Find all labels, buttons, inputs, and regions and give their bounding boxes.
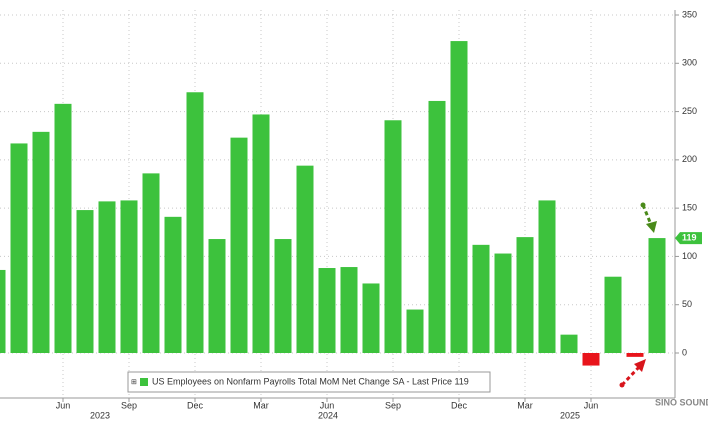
x-tick-label: Jun	[320, 400, 335, 410]
bar	[252, 114, 270, 354]
red-arrow	[620, 364, 642, 387]
bar	[516, 237, 534, 353]
x-tick-label: Jun	[56, 400, 71, 410]
bar	[340, 267, 358, 353]
watermark: SINO SOUND	[655, 397, 708, 407]
y-tick-label: 0	[682, 347, 687, 357]
bar	[10, 143, 28, 353]
bar	[406, 309, 424, 353]
legend-swatch	[140, 378, 148, 386]
plot: 0 50 100 150 200 250 300 350 Jun Sep Dec Mar Jun Sep D…	[0, 9, 702, 420]
legend-box	[127, 371, 491, 393]
bar	[560, 334, 578, 353]
green-arrow	[641, 204, 654, 228]
green-arrow-dot	[640, 202, 646, 208]
bar	[318, 268, 336, 353]
legend-label: US Employees on Nonfarm Payrolls Total M…	[152, 376, 469, 386]
x-tick-label: Mar	[253, 400, 269, 410]
red-arrow-dot	[619, 382, 625, 388]
annotation-arrows	[619, 202, 657, 388]
last-value-tag	[675, 232, 702, 245]
x-tick-label: Sep	[385, 400, 401, 410]
x-tick-label: Mar	[517, 400, 533, 410]
bar	[164, 216, 182, 353]
x-tick-label: Jun	[584, 400, 599, 410]
bar	[582, 353, 600, 366]
last-value-label: 119	[682, 232, 697, 242]
y-tick-label: 150	[682, 203, 697, 213]
bar	[428, 100, 446, 353]
y-tick-label: 50	[682, 299, 692, 309]
bar	[0, 269, 6, 353]
year-label: 2024	[318, 410, 338, 420]
y-tick-label: 200	[682, 154, 697, 164]
y-tick-label: 350	[682, 9, 697, 19]
bar	[450, 41, 468, 354]
bar	[208, 239, 226, 353]
legend-toggle: ⊞	[131, 379, 137, 386]
bar	[362, 283, 380, 353]
bar	[604, 276, 622, 353]
bar	[120, 200, 138, 353]
bar	[648, 238, 666, 353]
year-label: 2023	[90, 410, 110, 420]
bar	[186, 92, 204, 353]
bar	[76, 210, 94, 353]
y-tick-label: 250	[682, 106, 697, 116]
x-tick-label: Dec	[451, 400, 468, 410]
red-arrow-head	[634, 359, 646, 372]
bar	[296, 165, 314, 353]
y-tick-label: 100	[682, 251, 697, 261]
bar	[98, 201, 116, 353]
bar	[54, 103, 72, 354]
year-label: 2025	[560, 410, 580, 420]
bar	[472, 244, 490, 353]
bar	[274, 239, 292, 353]
bar	[538, 200, 556, 353]
bar	[32, 131, 50, 353]
x-tick-label: Dec	[187, 400, 204, 410]
x-tick-label: Sep	[121, 400, 137, 410]
bar	[142, 173, 160, 353]
bar	[494, 253, 512, 353]
y-tick-label: 300	[682, 58, 697, 68]
bar	[384, 120, 402, 354]
bar	[626, 353, 644, 357]
bar	[230, 137, 248, 353]
green-arrow-head	[646, 221, 657, 233]
